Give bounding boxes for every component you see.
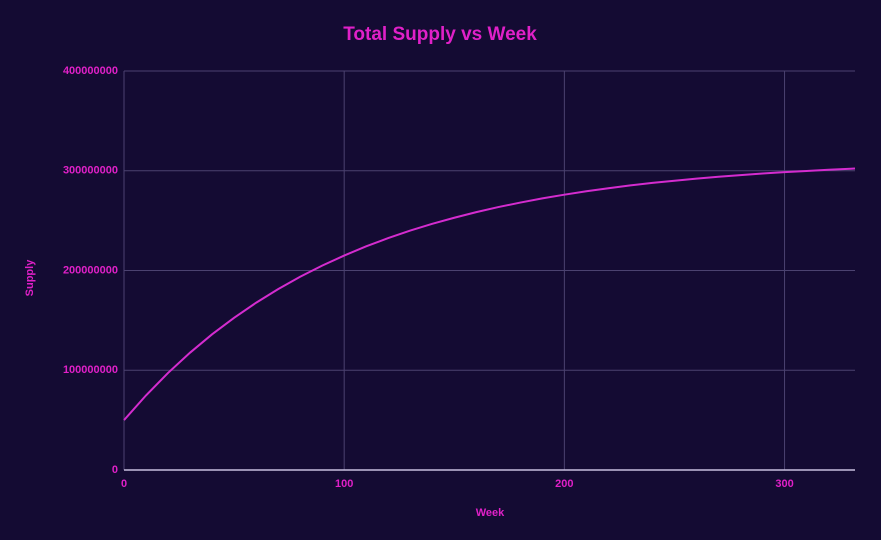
chart-title: Total Supply vs Week: [343, 24, 537, 45]
x-tick-label: 200: [555, 478, 573, 490]
x-tick-label: 100: [335, 478, 353, 490]
y-tick-label: 0: [112, 464, 118, 476]
x-tick-label: 0: [121, 478, 127, 490]
y-tick-label: 400000000: [63, 65, 118, 77]
y-tick-label: 100000000: [63, 364, 118, 376]
line: [123, 167, 856, 421]
y-axis-label: Supply: [24, 259, 36, 297]
x-tick-label: 300: [775, 478, 793, 490]
y-tick-label: 200000000: [63, 264, 118, 276]
x-axis-label: Week: [476, 507, 505, 519]
y-tick-label: 300000000: [63, 165, 118, 177]
